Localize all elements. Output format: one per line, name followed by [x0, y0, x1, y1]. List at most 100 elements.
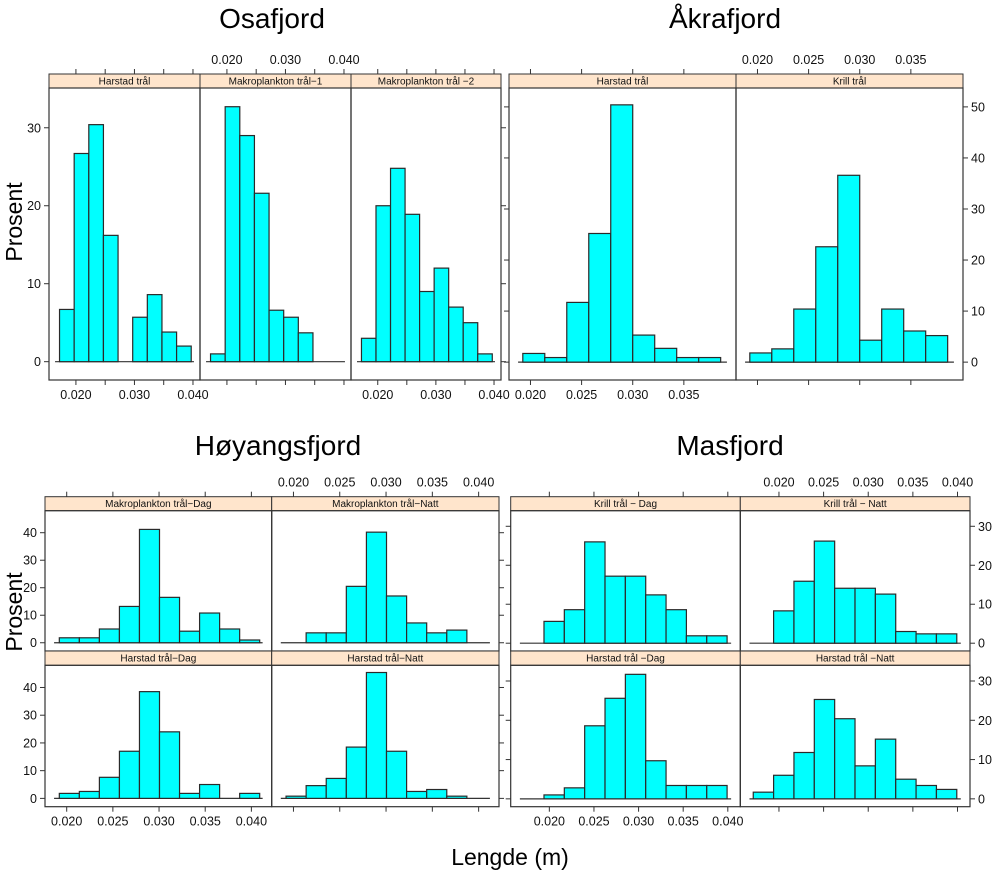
- histogram-bar: [73, 152, 90, 363]
- y-tick-label: 0: [971, 356, 978, 370]
- y-tick-label: 30: [23, 709, 37, 723]
- histogram-bar: [813, 540, 836, 644]
- histogram-bar: [624, 673, 647, 800]
- histogram-bar: [854, 587, 876, 644]
- histogram-bar: [895, 630, 917, 644]
- y-tick-label: 10: [23, 764, 37, 778]
- x-tick-label: 0.040: [328, 53, 359, 67]
- histogram-bar: [297, 332, 314, 363]
- histogram-bar: [98, 776, 121, 799]
- histogram-bar: [365, 671, 388, 799]
- histogram-bar: [584, 541, 606, 644]
- x-tick-label: 0.020: [742, 53, 773, 67]
- histogram-bar: [462, 322, 479, 363]
- histogram-bar: [477, 353, 493, 363]
- y-tick-label: 30: [971, 202, 985, 216]
- histogram-bar: [198, 612, 221, 644]
- x-tick-label: 0.030: [853, 476, 884, 490]
- histogram-bar: [915, 784, 938, 800]
- x-tick-label: 0.030: [623, 815, 654, 829]
- histogram-bar: [283, 316, 299, 363]
- histogram-bar: [834, 587, 856, 644]
- histogram-bar: [813, 698, 836, 800]
- histogram-bar: [385, 750, 408, 799]
- histogram-bar: [563, 609, 586, 644]
- histogram-bar: [604, 575, 626, 644]
- histogram-bar: [345, 585, 368, 644]
- x-tick-label: 0.040: [177, 388, 208, 402]
- x-tick-label: 0.020: [534, 815, 565, 829]
- histogram-bar: [389, 167, 406, 363]
- histogram-bar: [405, 790, 428, 799]
- panel-strip-label: Harstad trål: [99, 76, 151, 88]
- x-tick-label: 0.035: [668, 815, 699, 829]
- histogram-bar: [706, 635, 728, 644]
- histogram-bar: [146, 294, 163, 363]
- panel-strip-label: Makroplankton trål −2: [378, 76, 475, 88]
- histogram-bar: [325, 632, 347, 644]
- histogram-bar: [793, 751, 815, 800]
- panel-strip-label: Makroplankton trål−1: [229, 76, 323, 88]
- y-tick-label: 10: [978, 598, 992, 612]
- x-axis-label: Lengde (m): [451, 844, 569, 870]
- histogram-bar: [161, 331, 178, 363]
- histogram-bar: [632, 334, 656, 363]
- x-tick-label: 0.020: [211, 53, 242, 67]
- histogram-bar: [404, 213, 421, 363]
- histogram-bar: [698, 356, 722, 363]
- x-tick-label: 0.020: [763, 476, 794, 490]
- x-tick-label: 0.040: [236, 815, 267, 829]
- histogram-bar: [198, 783, 221, 799]
- histogram-bar: [209, 353, 226, 363]
- histogram-bar: [158, 596, 181, 644]
- histogram-bar: [102, 234, 119, 363]
- histogram-bar: [915, 633, 938, 644]
- histogram-bar: [448, 306, 464, 363]
- histogram-bar: [375, 205, 392, 363]
- x-tick-label: 0.040: [463, 476, 494, 490]
- x-tick-label: 0.025: [566, 388, 597, 402]
- x-tick-label: 0.035: [417, 476, 448, 490]
- y-tick-label: 20: [971, 254, 985, 268]
- histogram-bar: [624, 575, 647, 644]
- histogram-bar: [837, 174, 861, 363]
- histogram-bar: [563, 787, 586, 800]
- histogram-bar: [604, 697, 626, 800]
- histogram-bar: [588, 232, 612, 363]
- y-tick-label: 0: [30, 636, 37, 650]
- histogram-bar: [566, 301, 590, 363]
- panel-frame: [350, 87, 502, 381]
- histogram-bar: [426, 788, 448, 799]
- histogram-bar: [178, 630, 201, 644]
- histogram-bar: [285, 795, 307, 799]
- histogram-bar: [253, 192, 270, 363]
- y-axis-label-bottom: Prosent: [1, 572, 27, 652]
- histogram-bar: [405, 622, 428, 644]
- histogram-bar: [834, 718, 856, 800]
- histogram-bar: [645, 760, 667, 800]
- x-tick-label: 0.025: [808, 476, 839, 490]
- x-tick-label: 0.025: [578, 815, 609, 829]
- histogram-bar: [268, 309, 285, 363]
- histogram-bar: [854, 765, 876, 800]
- x-tick-label: 0.035: [897, 476, 928, 490]
- x-tick-label: 0.020: [362, 388, 393, 402]
- histogram-bar: [665, 609, 688, 644]
- x-tick-label: 0.040: [712, 815, 743, 829]
- histogram-bar: [654, 347, 678, 363]
- panel-strip-label: Krill trål − Natt: [824, 498, 887, 510]
- panel-strip-label: Harstad trål−Dag: [120, 653, 196, 665]
- histogram-bar: [935, 788, 958, 800]
- histogram-bar: [58, 637, 80, 644]
- histogram-bar: [815, 246, 839, 363]
- y-axis-label-top: Prosent: [1, 182, 27, 262]
- histogram-bar: [544, 356, 568, 363]
- panel-strip-label: Harstad trål: [597, 76, 649, 88]
- x-tick-label: 0.030: [270, 53, 301, 67]
- panel-strip-label: Krill trål − Dag: [594, 498, 657, 510]
- y-tick-label: 20: [23, 581, 37, 595]
- histogram-bar: [78, 790, 100, 799]
- histogram-bar: [522, 352, 546, 363]
- y-tick-label: 20: [978, 714, 992, 728]
